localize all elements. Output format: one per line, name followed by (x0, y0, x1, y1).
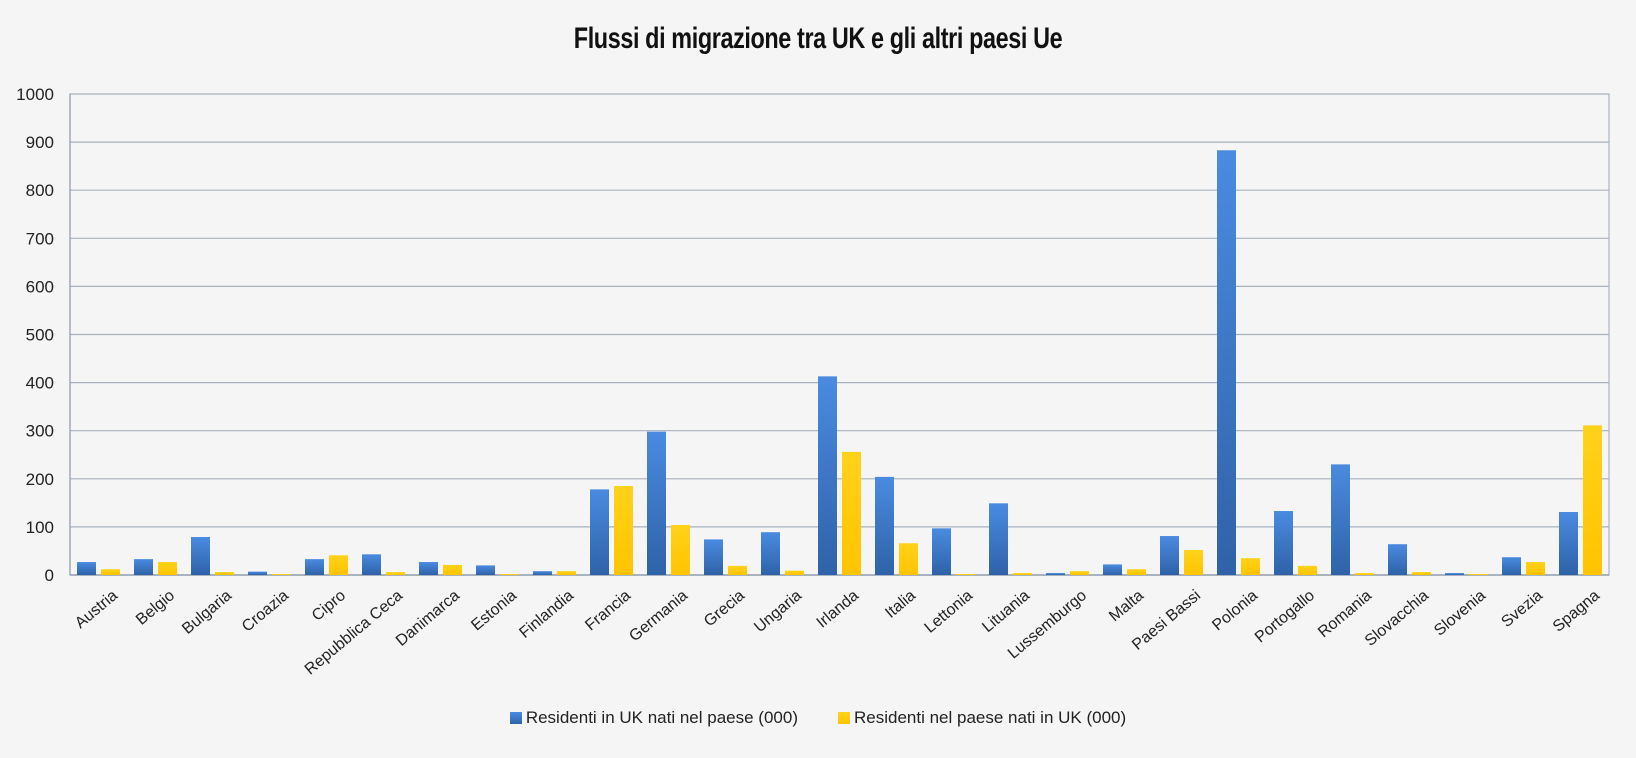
bar-series-2 (1013, 573, 1032, 575)
bar-series-2 (443, 564, 462, 575)
x-tick-label: Slovacchia (1362, 587, 1432, 650)
bar-series-1 (362, 554, 381, 575)
bar-series-2 (671, 524, 690, 575)
x-tick-label: Portogallo (1252, 587, 1318, 646)
bar-series-1 (476, 565, 495, 575)
bar-series-1 (1217, 150, 1236, 576)
x-tick-label: Slovenia (1431, 587, 1489, 640)
x-tick-label: Svezia (1498, 587, 1546, 631)
bar-series-1 (1274, 511, 1293, 575)
bar-series-1 (533, 571, 552, 575)
bar-series-2 (899, 543, 918, 575)
bar-series-2 (1184, 549, 1203, 575)
x-tick-label: Lituania (979, 587, 1033, 636)
y-tick-label: 0 (45, 566, 54, 585)
x-tick-label: Grecia (701, 587, 748, 630)
bar-series-2 (785, 570, 804, 575)
legend-swatch-series-2 (838, 712, 850, 724)
bar-series-1 (1331, 464, 1350, 575)
x-tick-label: Spagna (1550, 587, 1603, 636)
chart-title: Flussi di migrazione tra UK e gli altri … (573, 22, 1063, 55)
y-tick-label: 300 (26, 422, 54, 441)
bar-series-1 (419, 562, 438, 575)
legend-item-series-2: Residenti nel paese nati in UK (000) (838, 708, 1126, 728)
y-tick-label: 700 (26, 229, 54, 248)
bar-series-1 (1502, 557, 1521, 575)
y-tick-label: 500 (26, 326, 54, 345)
bar-series-2 (1412, 572, 1431, 575)
x-tick-label: Croazia (239, 587, 292, 636)
bar-series-1 (191, 537, 210, 575)
bar-series-2 (158, 562, 177, 575)
bar-series-1 (704, 539, 723, 575)
bar-series-2 (1298, 565, 1317, 575)
y-tick-label: 200 (26, 470, 54, 489)
bar-series-2 (557, 571, 576, 575)
x-tick-label: Irlanda (814, 587, 862, 632)
bar-series-1 (134, 559, 153, 575)
x-tick-label: Germania (626, 587, 691, 645)
bar-series-2 (1583, 425, 1602, 575)
legend-label-series-2: Residenti nel paese nati in UK (000) (854, 708, 1127, 727)
bar-series-2 (614, 486, 633, 575)
y-tick-label: 600 (26, 277, 54, 296)
bar-series-1 (647, 431, 666, 575)
x-tick-label: Polonia (1209, 587, 1261, 634)
bar-series-1 (1445, 573, 1464, 575)
bar-series-1 (875, 476, 894, 575)
x-tick-label: Estonia (468, 587, 520, 634)
bar-series-1 (1160, 536, 1179, 575)
bar-series-2 (215, 572, 234, 575)
y-tick-label: 400 (26, 374, 54, 393)
x-tick-label: Italia (882, 587, 919, 622)
bar-series-2 (842, 451, 861, 575)
bar-series-1 (761, 532, 780, 575)
bar-series-2 (500, 574, 519, 575)
y-tick-label: 800 (26, 181, 54, 200)
bar-series-1 (989, 503, 1008, 575)
bar-series-2 (101, 569, 120, 575)
bar-series-1 (1388, 544, 1407, 575)
bar-series-2 (329, 555, 348, 575)
bar-series-1 (305, 559, 324, 575)
x-tick-label: Belgio (133, 587, 178, 629)
y-tick-label: 1000 (16, 85, 54, 104)
x-tick-label: Finlandia (516, 587, 577, 642)
bar-series-1 (818, 376, 837, 575)
legend-swatch-series-1 (509, 712, 522, 724)
bar-series-2 (1526, 562, 1545, 575)
y-tick-label: 100 (26, 518, 54, 537)
bar-series-1 (1046, 573, 1065, 575)
x-tick-label: Cipro (309, 587, 349, 625)
bar-series-2 (1355, 573, 1374, 575)
x-tick-label: Danimarca (393, 587, 463, 650)
bar-series-2 (272, 574, 291, 575)
x-tick-label: Lettonia (922, 587, 977, 637)
x-tick-label: Austria (72, 587, 121, 632)
bar-series-2 (1469, 574, 1488, 575)
bar-series-1 (932, 528, 951, 575)
bar-series-1 (1103, 564, 1122, 575)
bar-series-2 (1127, 569, 1146, 575)
legend-item-series-1: Residenti in UK nati nel paese (000) (509, 708, 798, 728)
bar-series-1 (1559, 511, 1578, 575)
x-tick-label: Ungaria (751, 587, 805, 636)
bar-series-2 (1241, 558, 1260, 575)
x-tick-label: Malta (1106, 587, 1147, 625)
y-tick-label: 900 (26, 133, 54, 152)
bar-series-2 (1070, 571, 1089, 575)
legend-label-series-1: Residenti in UK nati nel paese (000) (525, 708, 798, 727)
bar-series-2 (956, 574, 975, 575)
x-tick-label: Repubblica Ceca (302, 587, 406, 678)
bar-series-1 (590, 489, 609, 575)
bar-series-1 (248, 571, 267, 575)
chart-legend: Residenti in UK nati nel paese (000) Res… (0, 708, 1636, 728)
x-tick-label: Francia (582, 587, 634, 634)
bar-series-2 (386, 572, 405, 575)
x-tick-label: Bulgaria (179, 587, 235, 638)
bar-series-1 (77, 562, 96, 575)
bar-series-2 (728, 565, 747, 575)
